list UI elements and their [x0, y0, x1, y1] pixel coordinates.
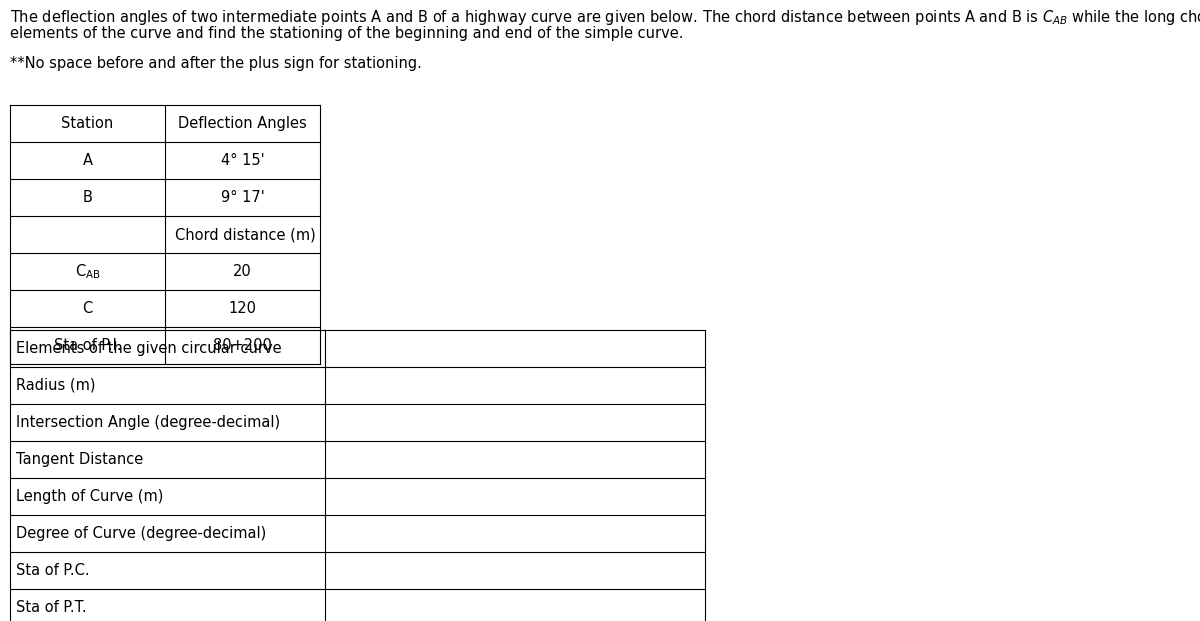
- Text: C: C: [83, 301, 92, 316]
- Text: Radius (m): Radius (m): [16, 378, 96, 393]
- Text: Chord distance (m): Chord distance (m): [175, 227, 316, 242]
- Text: **No space before and after the plus sign for stationing.: **No space before and after the plus sig…: [10, 56, 422, 71]
- Text: 4° 15': 4° 15': [221, 153, 264, 168]
- Text: Elements of the given circular curve: Elements of the given circular curve: [16, 341, 282, 356]
- Text: Tangent Distance: Tangent Distance: [16, 452, 143, 467]
- Text: 20: 20: [233, 264, 252, 279]
- Text: 9° 17': 9° 17': [221, 190, 264, 205]
- Text: elements of the curve and find the stationing of the beginning and end of the si: elements of the curve and find the stati…: [10, 26, 684, 41]
- Text: 80+200: 80+200: [214, 338, 272, 353]
- Text: Deflection Angles: Deflection Angles: [178, 116, 307, 131]
- Text: Degree of Curve (degree-decimal): Degree of Curve (degree-decimal): [16, 526, 266, 541]
- Text: Sta of P.T.: Sta of P.T.: [16, 600, 86, 615]
- Text: Station: Station: [61, 116, 114, 131]
- Text: $\mathregular{C_{AB}}$: $\mathregular{C_{AB}}$: [74, 262, 101, 281]
- Text: Intersection Angle (degree-decimal): Intersection Angle (degree-decimal): [16, 415, 280, 430]
- Text: The deflection angles of two intermediate points A and B of a highway curve are : The deflection angles of two intermediat…: [10, 8, 1200, 27]
- Text: 120: 120: [228, 301, 257, 316]
- Text: Sta of P.I.: Sta of P.I.: [54, 338, 121, 353]
- Text: Length of Curve (m): Length of Curve (m): [16, 489, 163, 504]
- Text: B: B: [83, 190, 92, 205]
- Text: Sta of P.C.: Sta of P.C.: [16, 563, 90, 578]
- Text: A: A: [83, 153, 92, 168]
